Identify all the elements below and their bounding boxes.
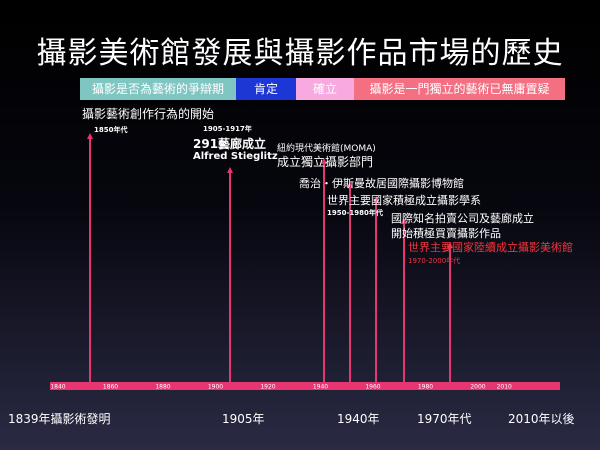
bottom-label-1970: 1970年代 xyxy=(417,412,472,426)
phase-undisputed: 攝影是一門獨立的藝術已無庸置疑 xyxy=(354,78,565,100)
event-1970-date: 1970-2000年代 xyxy=(408,257,461,265)
tick-label-2010: 2010 xyxy=(497,384,512,391)
event-1960-title: 國際知名拍賣公司及藝廊成立 xyxy=(391,212,534,225)
tick-label-1860: 1860 xyxy=(103,384,118,391)
event-1929-title: 紐約現代美術館(MOMA) xyxy=(277,144,376,154)
bottom-label-1905: 1905年 xyxy=(222,412,265,426)
phase-established: 確立 xyxy=(296,78,354,100)
event-1950-title: 世界主要國家積極成立攝影學系 xyxy=(327,194,481,207)
event-arrow-1950 xyxy=(373,197,379,203)
bottom-label-2010: 2010年以後 xyxy=(508,412,575,426)
tick-label-1980: 1980 xyxy=(418,384,433,391)
event-1905-date: 1905-1917年 xyxy=(203,125,252,133)
phase-bar: 攝影是否為藝術的爭辯期 肯定 確立 攝影是一門獨立的藝術已無庸置疑 xyxy=(80,78,565,100)
event-arrow-1960 xyxy=(401,218,407,224)
event-1905-title: 291藝廊成立 xyxy=(193,137,267,151)
phase-debate: 攝影是否為藝術的爭辯期 xyxy=(80,78,236,100)
tick-label-1960: 1960 xyxy=(365,384,380,391)
event-arrow-1970 xyxy=(447,242,453,248)
tick-label-1900: 1900 xyxy=(208,384,223,391)
event-1850-date: 1850年代 xyxy=(94,126,128,134)
tick-label-1880: 1880 xyxy=(155,384,170,391)
event-arrow-1929 xyxy=(321,158,327,164)
phase-affirmed: 肯定 xyxy=(236,78,296,100)
event-1940-title: 喬治・伊斯曼故居國際攝影博物館 xyxy=(299,177,464,190)
tick-label-1920: 1920 xyxy=(260,384,275,391)
tick-label-1840: 1840 xyxy=(50,384,65,391)
event-1970-title: 世界主要國家陸續成立攝影美術館 xyxy=(408,241,573,254)
event-1850-title: 攝影藝術創作行為的開始 xyxy=(82,107,215,121)
event-arrow-1940 xyxy=(347,182,353,188)
timeline-axis xyxy=(50,382,560,390)
bottom-label-1940: 1940年 xyxy=(337,412,380,426)
event-arrow-1850 xyxy=(87,133,93,139)
event-1905-person: Alfred Stieglitz xyxy=(193,151,278,162)
bottom-label-1839: 1839年攝影術發明 xyxy=(8,412,111,426)
page-title: 攝影美術館發展與攝影作品市場的歷史 xyxy=(36,36,564,71)
event-arrow-1905 xyxy=(227,167,233,173)
tick-label-2000: 2000 xyxy=(470,384,485,391)
tick-label-1940: 1940 xyxy=(313,384,328,391)
event-1950-date: 1950-1980年代 xyxy=(327,209,383,217)
event-1960-subtitle: 開始積極買賣攝影作品 xyxy=(391,227,501,240)
event-1929-subtitle: 成立獨立攝影部門 xyxy=(277,155,374,169)
